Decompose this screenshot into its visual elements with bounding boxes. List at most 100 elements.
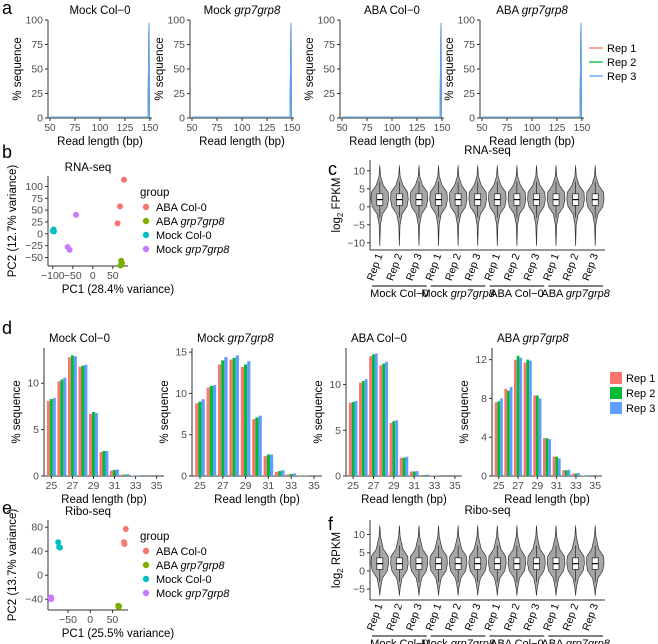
panel-f-group-label-3: ABA grp7grp8	[541, 638, 610, 644]
panel-a-ytick-label: 75	[463, 39, 475, 51]
panel-d-bar-2-29-rep2	[392, 421, 396, 476]
panel-a-line-rep3-1	[192, 22, 292, 118]
panel-d-ylabel-2: % sequence	[313, 380, 325, 443]
panel-b-ytick-label: 75	[31, 193, 43, 205]
panel-d-bar-2-32-rep3	[425, 474, 429, 476]
panel-a-ytick-label: 25	[323, 88, 335, 100]
panel-a-line-rep2-3	[482, 22, 582, 118]
panel-d-ytick-label-3: 0	[481, 471, 487, 483]
panel-e-ytick-label: 0	[37, 570, 43, 582]
panel-a-ytick-label: 0	[469, 113, 475, 125]
panel-f-rep-label-0: Rep 1	[365, 602, 386, 633]
panel-f-rep-label-4: Rep 2	[443, 602, 464, 633]
panel-d-bar-3-28-rep3	[529, 360, 532, 476]
panel-d-bar-3-32-rep3	[567, 469, 571, 476]
panel-d-bar-3-31-rep2	[555, 456, 558, 476]
panel-b-ytick-label: −50	[25, 252, 43, 264]
panel-d-xtick-label-2: 29	[388, 480, 400, 492]
panel-f-rep-label-3: Rep 1	[423, 602, 444, 633]
panel-d-xtick-label-3: 29	[532, 480, 544, 492]
panel-d-bar-3-25-rep2	[497, 401, 501, 476]
panel-b-legend-key-3	[142, 245, 150, 253]
panel-b-legend-label-3: Mock grp7grp8	[156, 244, 230, 256]
panel-a-xtick-label: 100	[92, 123, 109, 134]
panel-d-xtick-label-1: 25	[194, 480, 206, 492]
panel-a-ytick-label: 75	[323, 39, 335, 51]
panel-d-bar-0-27-rep1	[68, 357, 71, 476]
panel-c-rep-label-3: Rep 1	[423, 252, 444, 283]
panel-a-xtick-label: 150	[142, 123, 159, 134]
panel-d-bar-1-33-rep1	[286, 474, 290, 476]
panel-d-bar-1-27-rep2	[221, 360, 225, 476]
panel-a-ytick-label: 100	[25, 15, 43, 27]
panel-d-bar-0-27-rep2	[70, 355, 74, 476]
panel-e-legend-label-2: Mock Col-0	[156, 574, 212, 586]
panel-d-ytick-label-1: 10	[175, 388, 187, 400]
panel-d-bar-2-28-rep2	[382, 363, 386, 476]
panel-c-ytick-label: 10	[353, 165, 365, 177]
panel-c-rep-label-1: Rep 2	[384, 252, 405, 283]
panel-d-xtick-label-0: 29	[88, 480, 100, 492]
panel-d-bar-1-29-rep3	[247, 361, 251, 476]
panel-d-bar-2-32-rep1	[420, 475, 423, 476]
panel-d-bar-3-33-rep1	[571, 473, 575, 476]
panel-a-xtick-label: 100	[384, 123, 401, 134]
panel-e-title: Ribo-seq	[65, 506, 111, 518]
panel-d-bar-3-29-rep3	[538, 398, 542, 476]
panel-f-group-label-2: ABA Col−0	[490, 638, 544, 644]
panel-a-xtick-label: 125	[549, 123, 566, 134]
panel-a-line-rep3-0	[50, 22, 150, 118]
panel-a-xlabel: Read length (bp)	[489, 136, 575, 148]
panel-d-xtick-label-2: 31	[408, 480, 420, 492]
panel-d-bar-2-27-rep2	[372, 354, 375, 476]
panel-d-ytick-label-0: 10	[27, 378, 39, 390]
panel-d-bar-0-31-rep1	[110, 470, 114, 476]
panel-e-ytick-label: 40	[31, 546, 43, 558]
panel-d-bar-3-26-rep3	[509, 386, 513, 476]
panel-d-bar-0-26-rep2	[60, 379, 64, 476]
panel-d-ytick-label-1: 15	[175, 347, 187, 359]
panel-d-bar-0-32-rep2	[123, 474, 127, 476]
legend-a-rep3-label: Rep 3	[607, 71, 636, 83]
panel-b-ytick-label: 100	[25, 181, 43, 193]
panel-b-point-mock_col0-8	[51, 228, 57, 235]
panel-a-xtick-label: 125	[117, 123, 134, 134]
panel-f-rep-label-2: Rep 3	[404, 602, 425, 633]
panel-letter-b: b	[2, 142, 12, 162]
panel-f-ytick-label: −5	[353, 584, 365, 596]
panel-e-point-mock_col0-8	[57, 544, 63, 551]
panel-e-point-aba_col0-2	[121, 541, 128, 547]
panel-d-xtick-label-0: 31	[109, 480, 121, 492]
panel-e-xtick-label: −50	[59, 614, 77, 626]
panel-a-line-rep1-0	[50, 22, 150, 118]
panel-a-line-rep1-1	[192, 22, 292, 118]
panel-c-rep-label-11: Rep 3	[580, 252, 601, 283]
panel-d-xtick-label-1: 27	[217, 480, 229, 492]
panel-d-bar-0-26-rep1	[57, 381, 61, 476]
legend-d-rep3-key	[610, 402, 622, 414]
panel-a-xtick-label: 150	[574, 123, 591, 134]
panel-d-bar-0-26-rep3	[63, 377, 67, 476]
panel-c-rep-label-5: Rep 3	[463, 252, 484, 283]
panel-d-ytick-label-1: 5	[181, 429, 187, 441]
panel-d-bar-2-25-rep2	[351, 401, 355, 476]
panel-f-rep-label-1: Rep 2	[384, 602, 405, 633]
panel-c-title: RNA-seq	[464, 145, 511, 157]
panel-d-ylabel-0: % sequence	[11, 380, 23, 443]
panel-b-point-aba_col0-2	[114, 220, 121, 227]
panel-d-bar-1-34-rep3	[304, 475, 308, 476]
panel-d-bar-0-30-rep2	[102, 450, 106, 476]
panel-d-bar-1-32-rep2	[278, 471, 282, 476]
panel-e-ytick-label: −40	[25, 594, 43, 606]
legend-d-rep2-label: Rep 2	[626, 388, 655, 400]
panel-d-xtick-label-3: 31	[551, 480, 563, 492]
panel-e-xlabel: PC1 (25.5% variance)	[62, 628, 175, 640]
panel-a-ytick-label: 75	[173, 39, 185, 51]
panel-d-bar-2-26-rep3	[364, 379, 368, 476]
panel-e-xtick-label: 0	[87, 614, 93, 626]
panel-a-xtick-label: 125	[259, 123, 276, 134]
panel-d-xtick-label-3: 27	[512, 480, 524, 492]
panel-b-xlabel: PC1 (28.4% variance)	[62, 284, 175, 296]
panel-d-bar-0-25-rep3	[52, 398, 56, 476]
